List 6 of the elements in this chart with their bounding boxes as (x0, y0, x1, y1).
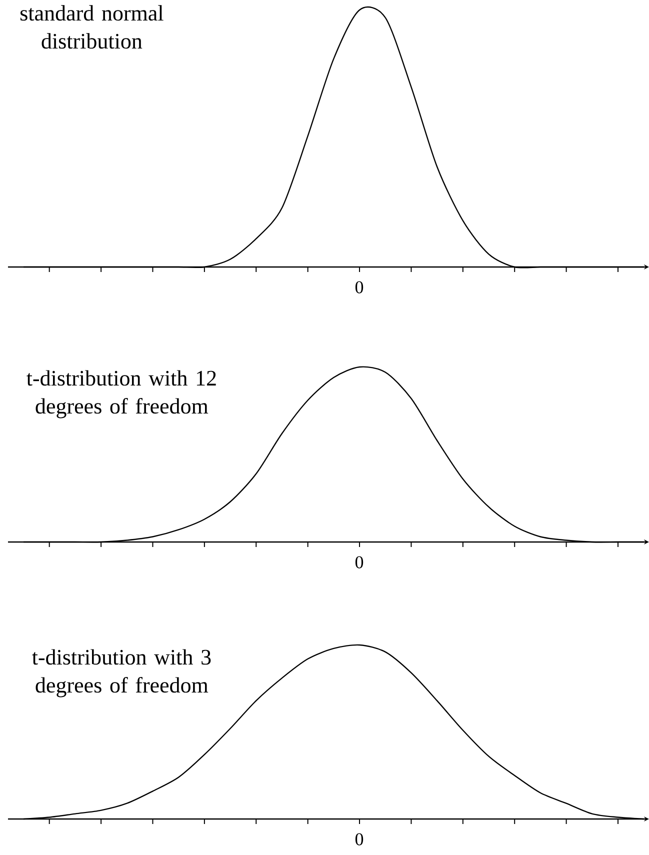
text: t-distribution with 3 degrees of freedom (32, 649, 211, 698)
text: 0 (355, 556, 364, 568)
chart-title: standard normal distribution (20, 5, 164, 49)
text: 0 (355, 833, 364, 846)
text: 0 (355, 281, 364, 294)
text: t-distribution with 12 degrees of freedom (26, 370, 216, 418)
